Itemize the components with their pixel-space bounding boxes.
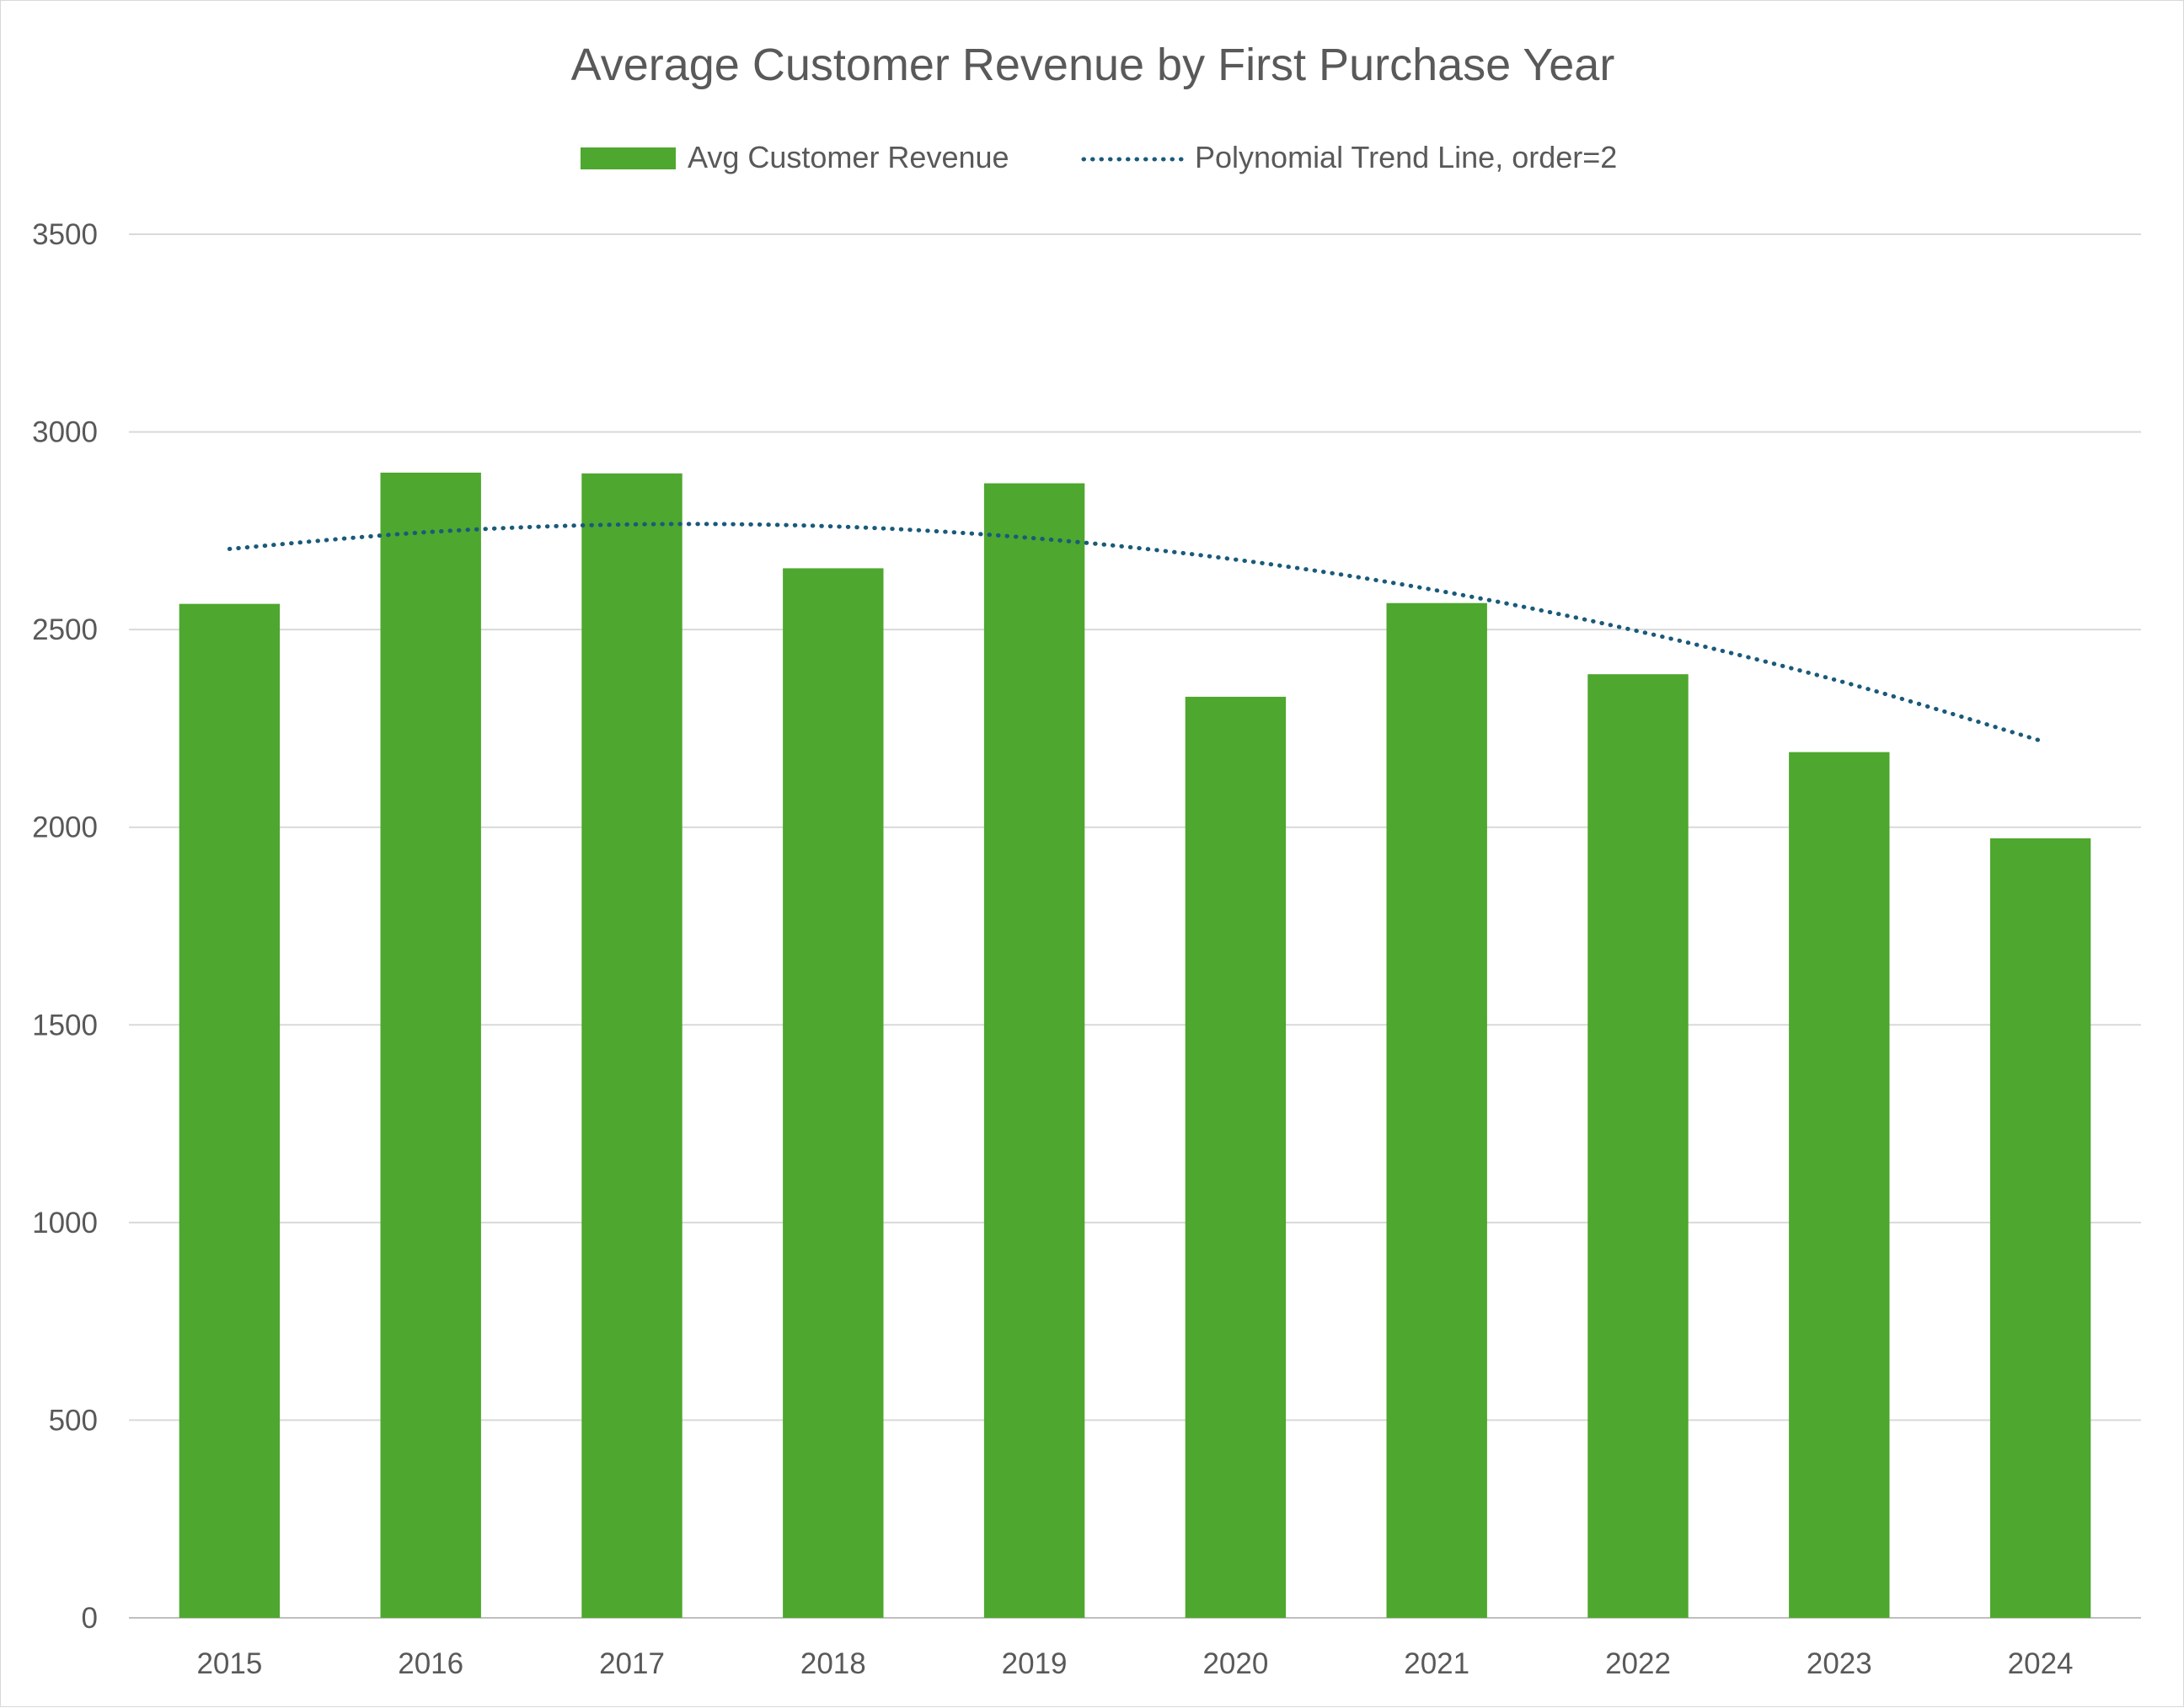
y-tick-label: 500: [49, 1404, 98, 1437]
y-tick-label: 3500: [32, 218, 98, 251]
bar-2024: [1989, 838, 2091, 1618]
bar-2019: [983, 483, 1085, 1618]
trendline-path: [227, 522, 2043, 743]
bar-2023: [1789, 752, 1890, 1618]
x-tick-label: 2016: [398, 1647, 463, 1680]
x-axis: 2015 2016 2017 2018 2019 2020 2021 2022 2023 2024: [196, 1647, 2073, 1680]
y-tick-label: 2500: [32, 613, 98, 646]
x-tick-label: 2022: [1605, 1647, 1671, 1680]
x-tick-label: 2017: [599, 1647, 665, 1680]
bar-2015: [179, 603, 281, 1618]
y-tick-label: 2000: [32, 811, 98, 844]
x-tick-label: 2024: [2008, 1647, 2074, 1680]
bar-series: [179, 472, 2091, 1619]
legend-swatch-bars: [581, 147, 676, 169]
x-tick-label: 2020: [1202, 1647, 1268, 1680]
bar-2022: [1587, 674, 1689, 1618]
legend-label-trendline: Polynomial Trend Line, order=2: [1195, 140, 1617, 174]
y-axis: 0 500 1000 1500 2000 2500 3000 3500: [32, 218, 98, 1635]
bar-2021: [1386, 602, 1487, 1619]
x-tick-label: 2015: [196, 1647, 262, 1680]
x-tick-label: 2021: [1404, 1647, 1469, 1680]
y-tick-label: 3000: [32, 416, 98, 449]
bar-2018: [783, 568, 884, 1618]
bar-2016: [380, 472, 481, 1619]
x-tick-label: 2018: [800, 1647, 866, 1680]
bar-2017: [581, 473, 682, 1618]
x-tick-label: 2023: [1807, 1647, 1872, 1680]
x-tick-label: 2019: [1002, 1647, 1068, 1680]
legend: Avg Customer Revenue Polynomial Trend Li…: [581, 140, 1617, 174]
legend-label-bars: Avg Customer Revenue: [688, 140, 1009, 174]
bar-2020: [1185, 696, 1287, 1618]
trendline-series: [227, 522, 2043, 743]
y-tick-label: 0: [82, 1602, 98, 1635]
y-tick-label: 1500: [32, 1009, 98, 1041]
y-tick-label: 1000: [32, 1207, 98, 1240]
chart-title: Average Customer Revenue by First Purcha…: [571, 40, 1615, 90]
